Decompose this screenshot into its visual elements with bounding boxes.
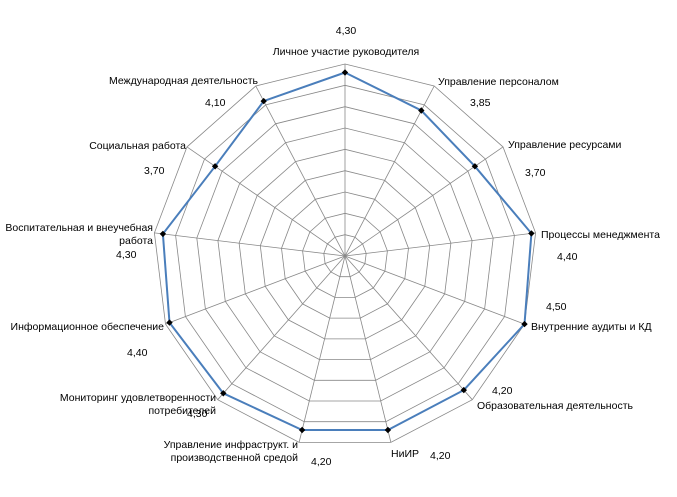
category-label-line: Мониторинг удовлетворенности xyxy=(60,392,216,404)
category-labels: Личное участие руководителя Управление пе… xyxy=(5,46,660,464)
data-point-8 xyxy=(298,426,306,434)
category-label-line: НиИР xyxy=(391,448,419,460)
data-point-2 xyxy=(418,107,425,114)
grid-ring-4 xyxy=(259,170,431,340)
series-line xyxy=(161,71,533,431)
data-label-3: 3,70 xyxy=(525,167,546,179)
data-label-8: 4,20 xyxy=(311,456,332,468)
category-label-12: Социальная работа xyxy=(89,140,186,152)
data-point-6 xyxy=(460,386,467,394)
data-label-13: 4,10 xyxy=(205,97,226,109)
grid-spoke-4 xyxy=(344,232,536,257)
data-label-9: 4,30 xyxy=(187,408,208,420)
data-label-12: 3,70 xyxy=(144,165,165,177)
grid-spoke-2 xyxy=(344,85,435,257)
category-label-line: Международная деятельность xyxy=(109,75,259,87)
category-label-line: производственной средой xyxy=(171,452,298,464)
grid-ring-6 xyxy=(217,127,473,381)
category-label-line: Образовательная деятельность xyxy=(477,400,633,412)
category-label-11: Воспитательная и внеучебная работа xyxy=(5,222,153,247)
data-point-3 xyxy=(471,163,479,170)
category-label-3: Управление ресурсами xyxy=(508,139,621,151)
grid-ring-7 xyxy=(196,106,494,402)
grid-spoke-5 xyxy=(344,255,525,325)
data-label-7: 4,20 xyxy=(430,450,451,462)
grid-ring-3 xyxy=(281,191,409,319)
category-label-line: Управление ресурсами xyxy=(508,139,621,151)
category-label-7: НиИР xyxy=(391,448,419,460)
radar-series xyxy=(159,69,535,434)
category-label-line: Управление инфраструкт. и xyxy=(164,439,298,451)
data-point-5 xyxy=(521,320,528,328)
data-point-7 xyxy=(384,426,392,434)
category-label-line: потребителей xyxy=(148,405,216,417)
category-label-line: Информационное обеспечение xyxy=(11,321,165,333)
category-label-line: Управление персоналом xyxy=(438,76,559,88)
data-label-11: 4,30 xyxy=(116,249,137,261)
data-label-2: 3,85 xyxy=(470,97,491,109)
grid-spoke-13 xyxy=(255,85,346,257)
category-label-13: Международная деятельность xyxy=(109,75,259,87)
data-point-11 xyxy=(159,230,167,238)
grid-spoke-7 xyxy=(344,255,392,443)
data-point-1 xyxy=(341,69,349,76)
category-label-line: Личное участие руководителя xyxy=(273,46,419,58)
grid-spoke-9 xyxy=(217,255,346,400)
grid-spoke-8 xyxy=(298,255,346,443)
data-point-9 xyxy=(220,390,227,397)
grid-ring-8 xyxy=(175,84,515,423)
data-label-4: 4,40 xyxy=(557,251,578,263)
data-point-13 xyxy=(260,97,267,105)
category-label-line: Процессы менеджмента xyxy=(541,229,660,241)
data-label-10: 4,40 xyxy=(127,347,148,359)
grid-ring-9 xyxy=(153,63,537,443)
grid-spoke-10 xyxy=(165,255,346,325)
category-label-9: Мониторинг удовлетворенности потребителей xyxy=(60,392,216,417)
category-label-10: Информационное обеспечение xyxy=(11,321,165,333)
category-label-line: Социальная работа xyxy=(89,140,186,152)
grid-spoke-6 xyxy=(344,255,473,400)
category-label-6: Образовательная деятельность xyxy=(477,400,633,412)
data-label-6: 4,20 xyxy=(492,385,513,397)
category-label-5: Внутренние аудиты и КД xyxy=(531,321,652,333)
category-label-2: Управление персоналом xyxy=(438,76,559,88)
data-label-5: 4,50 xyxy=(546,301,567,313)
category-label-line: работа xyxy=(119,235,153,247)
grid-ring-5 xyxy=(238,148,452,361)
radar-grid xyxy=(153,63,537,443)
data-point-10 xyxy=(166,319,173,326)
grid-ring-2 xyxy=(302,212,388,298)
data-point-12 xyxy=(211,163,219,170)
category-label-line: Внутренние аудиты и КД xyxy=(531,321,652,333)
data-labels: 4,30 3,85 3,70 4,40 4,50 4,20 4,20 4,20 4,30 4,40… xyxy=(116,25,578,468)
category-label-1: Личное участие руководителя xyxy=(273,46,419,58)
grid-spoke-11 xyxy=(154,232,346,257)
data-point-4 xyxy=(528,230,535,237)
category-label-8: Управление инфраструкт. и производственно… xyxy=(164,439,298,464)
grid-ring-1 xyxy=(323,234,367,278)
category-label-line: Воспитательная и внеучебная xyxy=(5,222,153,234)
category-label-4: Процессы менеджмента xyxy=(541,229,660,241)
data-label-1: 4,30 xyxy=(336,25,357,37)
